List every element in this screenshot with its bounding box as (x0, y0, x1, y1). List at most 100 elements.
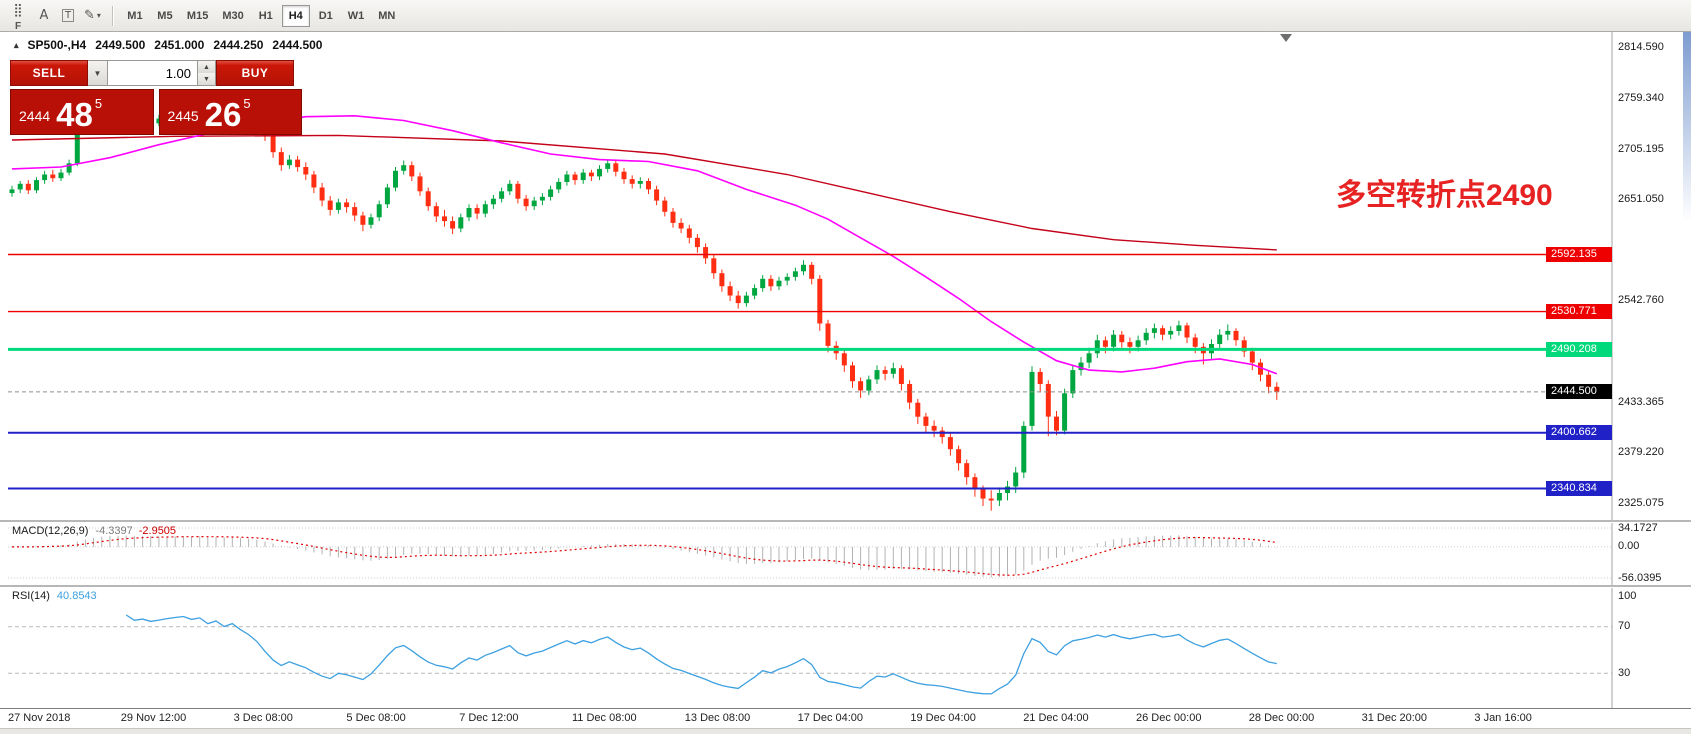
price-line-badge: 2490.208 (1546, 341, 1612, 357)
volume-down-icon[interactable]: ▼ (198, 73, 215, 85)
rsi-axis-label: 30 (1618, 666, 1631, 679)
price-axis-label: 2379.220 (1618, 446, 1664, 459)
time-axis-label: 19 Dec 04:00 (910, 712, 976, 724)
draw-tools-icon: ✎ (84, 8, 95, 23)
ohlc-low: 2444.250 (213, 38, 264, 52)
macd-label: MACD(12,26,9) -4.3397 -2.9505 (12, 525, 176, 537)
current-price-badge: 2444.500 (1546, 384, 1612, 400)
bid-pips: 48 (56, 95, 93, 133)
timeframe-button-MN[interactable]: MN (372, 5, 401, 27)
text-box-button[interactable]: T (56, 5, 80, 27)
price-axis-label: 2759.340 (1618, 92, 1664, 105)
price-line-badge: 2400.662 (1546, 425, 1612, 441)
chart-header: ▴ SP500-,H4 2449.500 2451.000 2444.250 2… (14, 38, 322, 52)
ohlc-open: 2449.500 (95, 38, 146, 52)
time-axis-label: 17 Dec 04:00 (797, 712, 864, 724)
price-axis-label: 2433.365 (1618, 395, 1664, 408)
time-axis-label: 29 Nov 12:00 (120, 712, 187, 724)
chart-annotation: 多空转折点2490 (1336, 179, 1553, 212)
time-axis-label: 5 Dec 08:00 (346, 712, 406, 724)
timeframe-button-H1[interactable]: H1 (252, 5, 280, 27)
text-label-icon: A (39, 8, 49, 23)
macd-signal-line (12, 535, 1277, 576)
volume-input[interactable] (108, 60, 198, 86)
toolbar: ⣿ F A T ✎ ▾ M1 M5 M15 M30 H1 H4 D1 W1 MN (0, 0, 1691, 32)
price-axis-label: 2325.075 (1618, 496, 1664, 509)
rsi-value: 40.8543 (56, 590, 97, 602)
time-axis-label: 3 Jan 16:00 (1474, 712, 1532, 724)
macd-axis-label: 0.00 (1618, 540, 1640, 553)
time-axis-label: 31 Dec 20:00 (1361, 712, 1428, 724)
chevron-down-icon: ▾ (96, 11, 101, 20)
sell-button[interactable]: SELL (10, 60, 88, 86)
bid-point: 5 (94, 96, 103, 111)
chart-shift-marker[interactable] (1280, 34, 1292, 42)
ma-fast-line (11, 114, 1278, 375)
macd-axis-label: -56.0395 (1618, 571, 1662, 584)
grid-glyph: ⣿ (13, 3, 23, 18)
collapse-arrow-icon[interactable]: ▴ (14, 39, 19, 50)
ask-price-display[interactable]: 2445 26 5 (158, 89, 302, 135)
panel-separator-macd[interactable] (0, 520, 1691, 522)
macd-histogram (19, 535, 1278, 578)
draw-tools-button[interactable]: ✎ ▾ (80, 5, 105, 27)
ask-main: 2445 (167, 108, 199, 124)
rsi-axis-label: 100 (1618, 590, 1637, 602)
ma-slow-line (11, 134, 1277, 251)
macd-name: MACD(12,26,9) (12, 525, 89, 537)
time-axis-label: 3 Dec 08:00 (233, 712, 293, 724)
panel-separator-rsi[interactable] (0, 585, 1691, 587)
price-line-badge: 2530.771 (1546, 304, 1612, 320)
window-edge-shadow (1683, 32, 1691, 222)
time-axis-label: 7 Dec 12:00 (459, 712, 519, 724)
rsi-axis-label: 70 (1618, 620, 1631, 633)
text-box-icon: T (61, 9, 75, 22)
fast-nav-label: F (14, 20, 22, 32)
toolbar-separator (111, 5, 113, 26)
volume-up-icon[interactable]: ▲ (198, 61, 215, 73)
rsi-label: RSI(14) 40.8543 (12, 590, 97, 602)
toolbar-left-stack: ⣿ F (4, 0, 32, 32)
time-axis-separator (0, 708, 1691, 709)
volume-dropdown[interactable]: ▼ (88, 60, 108, 86)
time-axis-label: 27 Nov 2018 (8, 712, 71, 724)
ask-point: 5 (243, 96, 251, 111)
price-line-badge: 2592.135 (1546, 247, 1612, 262)
volume-spinner[interactable]: ▲ ▼ (198, 60, 216, 86)
bid-price-display[interactable]: 2444 48 5 (10, 89, 154, 135)
price-axis-label: 2814.590 (1618, 40, 1664, 53)
price-line-badge: 2340.834 (1546, 481, 1612, 496)
timeframe-group: M1 M5 M15 M30 H1 H4 D1 W1 MN (120, 4, 402, 27)
time-axis-label: 11 Dec 08:00 (572, 712, 637, 724)
timeframe-button-H4[interactable]: H4 (281, 4, 310, 27)
ask-pips: 26 (204, 95, 242, 133)
bid-main: 2444 (19, 108, 51, 124)
rsi-name: RSI(14) (12, 590, 50, 602)
timeframe-button-D1[interactable]: D1 (312, 5, 340, 27)
macd-value-main: -4.3397 (95, 525, 133, 537)
candles-layer (9, 94, 1280, 511)
time-axis-label: 21 Dec 04:00 (1023, 712, 1089, 724)
time-axis-label: 13 Dec 08:00 (684, 712, 751, 724)
timeframe-button-M1[interactable]: M1 (121, 5, 149, 27)
symbol-title: SP500-,H4 (27, 38, 87, 52)
buy-button[interactable]: BUY (216, 60, 294, 86)
text-label-button[interactable]: A (32, 5, 56, 27)
ohlc-close: 2444.500 (272, 38, 323, 52)
price-axis-label: 2705.195 (1618, 142, 1664, 155)
window-bottom-frame (0, 728, 1691, 734)
indicator-grid-icon[interactable]: ⣿ (6, 0, 30, 22)
one-click-trading-panel: SELL ▼ ▲ ▼ BUY 2444 48 5 2445 26 5 (10, 60, 302, 135)
time-axis-label: 28 Dec 00:00 (1248, 712, 1315, 724)
rsi-line (125, 614, 1277, 695)
timeframe-button-M15[interactable]: M15 (181, 5, 214, 27)
timeframe-button-W1[interactable]: W1 (342, 5, 371, 27)
macd-axis-label: 34.1727 (1618, 521, 1658, 534)
timeframe-button-M30[interactable]: M30 (216, 5, 249, 27)
ohlc-high: 2451.000 (154, 38, 205, 52)
timeframe-button-M5[interactable]: M5 (151, 5, 179, 27)
price-axis-label: 2542.760 (1618, 293, 1664, 306)
macd-value-signal: -2.9505 (138, 525, 177, 537)
time-axis-label: 26 Dec 00:00 (1136, 712, 1202, 724)
